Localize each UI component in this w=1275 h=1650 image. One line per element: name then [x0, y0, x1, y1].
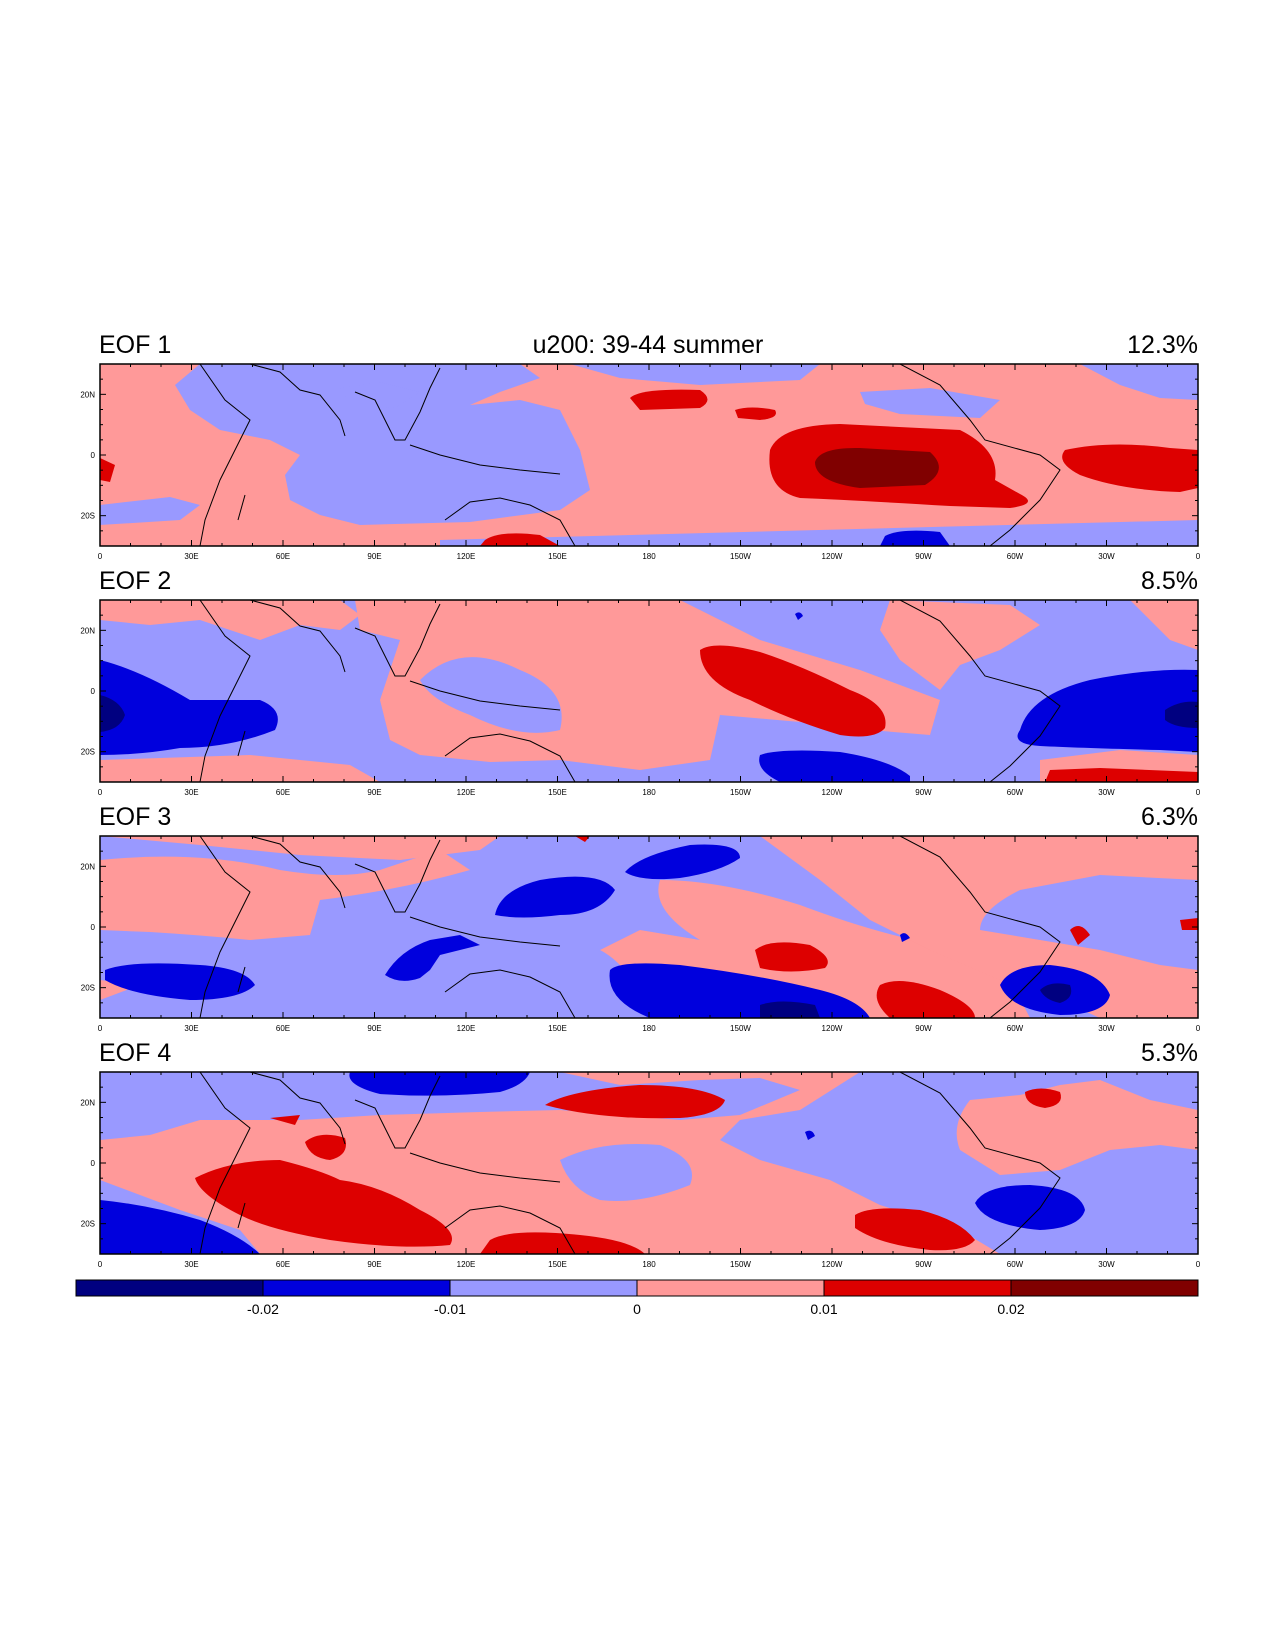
- figure-title: u200: 39-44 summer: [533, 331, 764, 359]
- x-tick-label: 150E: [548, 552, 567, 561]
- x-tick-label: 180: [642, 1260, 656, 1269]
- coastlines: [199, 1072, 1061, 1254]
- x-tick-label: 30W: [1098, 788, 1115, 797]
- x-tick-label: 90W: [915, 552, 932, 561]
- x-tick-label: 60E: [276, 788, 290, 797]
- y-tick-label: 20N: [80, 626, 95, 635]
- x-tick-label: 0: [98, 788, 103, 797]
- x-tick-label: 30E: [184, 552, 198, 561]
- x-tick-label: 0: [98, 552, 103, 561]
- x-tick-label: 60W: [1007, 788, 1024, 797]
- panel-label: EOF 3: [99, 803, 171, 831]
- colorbar-label: -0.01: [434, 1301, 466, 1317]
- colorbar-box-pos3: [1010, 1279, 1199, 1297]
- colorbar-label: 0: [633, 1301, 641, 1317]
- panel-variance: 6.3%: [1141, 803, 1198, 831]
- x-tick-label: 90W: [915, 788, 932, 797]
- panel-label: EOF 1: [99, 331, 171, 359]
- x-tick-label: 120E: [457, 788, 476, 797]
- x-tick-label: 150E: [548, 1024, 567, 1033]
- x-tick-label: 120E: [457, 1024, 476, 1033]
- x-tick-label: 90W: [915, 1024, 932, 1033]
- axes-layer: 0 30E 60E 90E 120E 150E 180 150W 120W 90W 60W 30W 0 2…: [80, 363, 1201, 1269]
- y-tick-label: 20N: [80, 862, 95, 871]
- colorbar-box-neg2: [262, 1279, 451, 1297]
- coastlines: [199, 600, 1061, 782]
- x-tick-label: 60W: [1007, 1260, 1024, 1269]
- x-tick-label: 30W: [1098, 1260, 1115, 1269]
- x-tick-label: 90E: [367, 1260, 381, 1269]
- x-tick-label: 60W: [1007, 1024, 1024, 1033]
- y-tick-label: 20S: [81, 1220, 95, 1229]
- x-tick-label: 60E: [276, 1024, 290, 1033]
- x-tick-label: 0: [98, 1024, 103, 1033]
- x-tick-label: 180: [642, 788, 656, 797]
- x-tick-label: 180: [642, 1024, 656, 1033]
- x-tick-label: 30W: [1098, 552, 1115, 561]
- x-tick-label: 60E: [276, 1260, 290, 1269]
- y-tick-label: 20N: [80, 1098, 95, 1107]
- x-tick-label: 0: [98, 1260, 103, 1269]
- coastlines: [199, 364, 1061, 546]
- eof-panel-3: EOF 3 6.3%: [99, 803, 1199, 1019]
- colorbar: -0.02 -0.01 0 0.01 0.02: [75, 1279, 1199, 1317]
- x-tick-label: 0: [1196, 1024, 1201, 1033]
- x-tick-label: 0: [1196, 788, 1201, 797]
- x-tick-label: 150W: [730, 1260, 751, 1269]
- eof-panel-4: EOF 4 5.3%: [99, 1039, 1199, 1255]
- x-tick-label: 0: [1196, 552, 1201, 561]
- x-tick-label: 90E: [367, 1024, 381, 1033]
- colorbar-label: 0.01: [810, 1301, 837, 1317]
- eof-panel-1: EOF 1 12.3%: [99, 331, 1199, 547]
- colorbar-box-pos2: [823, 1279, 1012, 1297]
- contour-field: [100, 1072, 1198, 1254]
- contour-field: [100, 836, 1198, 1018]
- panel-variance: 12.3%: [1127, 331, 1198, 359]
- colorbar-label: 0.02: [997, 1301, 1024, 1317]
- colorbar-box-neg3: [75, 1279, 264, 1297]
- panel-label: EOF 2: [99, 567, 171, 595]
- x-tick-label: 120E: [457, 1260, 476, 1269]
- panel-label: EOF 4: [99, 1039, 171, 1067]
- y-tick-label: 20S: [81, 748, 95, 757]
- colorbar-box-neg1: [449, 1279, 638, 1297]
- y-tick-label: 0: [91, 451, 96, 460]
- x-tick-label: 90W: [915, 1260, 932, 1269]
- x-tick-label: 90E: [367, 788, 381, 797]
- x-tick-label: 150W: [730, 788, 751, 797]
- x-tick-label: 60E: [276, 552, 290, 561]
- contour-field: [100, 364, 1198, 546]
- x-tick-label: 120E: [457, 552, 476, 561]
- y-tick-label: 20S: [81, 512, 95, 521]
- panel-variance: 5.3%: [1141, 1039, 1198, 1067]
- x-tick-label: 60W: [1007, 552, 1024, 561]
- x-tick-label: 120W: [822, 788, 843, 797]
- x-tick-label: 150E: [548, 1260, 567, 1269]
- x-tick-label: 30E: [184, 1024, 198, 1033]
- y-tick-label: 0: [91, 1159, 96, 1168]
- x-tick-label: 120W: [822, 1024, 843, 1033]
- x-tick-label: 0: [1196, 1260, 1201, 1269]
- y-tick-label: 20S: [81, 984, 95, 993]
- eof-panel-2: EOF 2 8.5%: [99, 567, 1199, 783]
- x-tick-label: 30E: [184, 788, 198, 797]
- colorbar-label: -0.02: [247, 1301, 279, 1317]
- x-tick-label: 120W: [822, 552, 843, 561]
- x-tick-label: 150E: [548, 788, 567, 797]
- y-tick-label: 0: [91, 687, 96, 696]
- x-tick-label: 180: [642, 552, 656, 561]
- coastlines: [199, 836, 1061, 1018]
- colorbar-box-pos1: [636, 1279, 825, 1297]
- y-tick-label: 20N: [80, 390, 95, 399]
- x-tick-label: 30W: [1098, 1024, 1115, 1033]
- x-tick-label: 120W: [822, 1260, 843, 1269]
- x-tick-label: 150W: [730, 1024, 751, 1033]
- x-tick-label: 30E: [184, 1260, 198, 1269]
- panel-variance: 8.5%: [1141, 567, 1198, 595]
- x-tick-label: 90E: [367, 552, 381, 561]
- y-tick-label: 0: [91, 923, 96, 932]
- x-tick-label: 150W: [730, 552, 751, 561]
- contour-field: [100, 600, 1198, 782]
